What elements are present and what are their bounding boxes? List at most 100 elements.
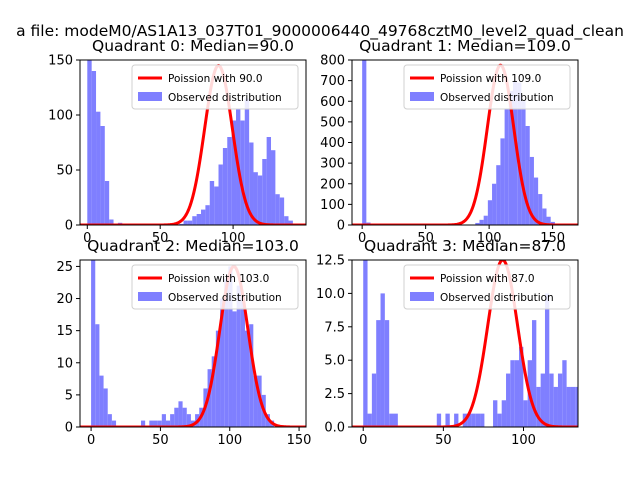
y-tick-label: 200 <box>320 177 345 192</box>
histogram-bar <box>211 356 216 427</box>
histogram-bar <box>517 82 522 225</box>
histogram-bar <box>87 60 92 225</box>
histogram-bar <box>227 137 232 225</box>
histogram-bar <box>475 222 480 225</box>
histogram-bar <box>384 320 390 427</box>
x-tick-label: 100 <box>217 433 242 448</box>
legend-observed-swatch <box>410 292 434 301</box>
subplot-title: Quadrant 0: Median=90.0 <box>92 37 294 55</box>
histogram-bar <box>253 172 258 225</box>
histogram-bar <box>103 388 108 427</box>
y-tick-label: 700 <box>320 74 345 89</box>
y-tick-label: 0 <box>65 219 73 234</box>
histogram-bar <box>496 165 501 225</box>
plot-content <box>80 260 306 427</box>
x-tick-label: 50 <box>417 231 434 246</box>
histogram-bar <box>253 375 258 427</box>
y-tick-label: 100 <box>48 109 73 124</box>
histogram-bar <box>99 375 104 427</box>
histogram-bar <box>521 101 526 225</box>
histogram-bar <box>111 420 117 427</box>
histogram-bar <box>523 400 528 427</box>
histogram-bar <box>240 120 245 225</box>
x-tick-label: 100 <box>477 231 502 246</box>
x-tick-label: 0 <box>358 231 366 246</box>
histogram-bar <box>393 413 398 427</box>
legend: Poission with 109.0 Observed distribution <box>403 64 571 110</box>
histogram-bar <box>436 413 442 427</box>
x-tick-label: 50 <box>152 231 169 246</box>
histogram-bar <box>232 311 237 427</box>
histogram-bar <box>209 181 215 225</box>
histogram-bar <box>367 413 372 427</box>
histogram-bar <box>362 60 367 225</box>
histogram-bar <box>149 420 154 427</box>
histogram-bar <box>100 126 105 225</box>
histogram-bar <box>179 223 184 225</box>
histogram-bar <box>236 285 241 427</box>
poisson-curve <box>352 260 578 427</box>
legend-observed-label: Observed distribution <box>440 92 554 104</box>
subplot-title: Quadrant 1: Median=109.0 <box>359 37 571 55</box>
y-tick-label: 5.0 <box>324 354 345 369</box>
x-tick-label: 50 <box>152 433 169 448</box>
histogram-bar <box>182 407 187 427</box>
legend-observed-label: Observed distribution <box>168 92 282 104</box>
histogram-bar <box>249 324 254 427</box>
histogram-bar <box>363 260 368 427</box>
y-tick-label: 0 <box>65 421 73 436</box>
y-tick-label: 7.5 <box>324 320 345 335</box>
histogram-bar <box>371 373 377 427</box>
y-tick-label: 800 <box>320 54 345 69</box>
y-tick-label: 2.5 <box>324 387 345 402</box>
histogram-bar <box>566 386 571 427</box>
histogram-bar <box>487 200 493 225</box>
histogram-bar <box>389 413 394 427</box>
histogram-bar <box>284 216 289 225</box>
legend-observed-swatch <box>410 92 434 101</box>
histogram-bar <box>493 400 498 427</box>
histogram-bar <box>531 320 537 427</box>
legend: Poission with 90.0 Observed distribution <box>131 64 299 110</box>
histogram-bar <box>215 330 221 427</box>
histogram-bar <box>512 80 518 225</box>
histogram-bar <box>540 373 545 427</box>
legend-observed-swatch <box>138 92 162 101</box>
legend-observed-swatch <box>138 292 162 301</box>
x-tick-label: 100 <box>511 433 536 448</box>
plot-content <box>352 260 588 427</box>
y-tick-label: 500 <box>320 115 345 130</box>
x-tick-label: 50 <box>435 433 452 448</box>
y-tick-label: 0.0 <box>324 421 345 436</box>
histogram-bar <box>529 156 534 225</box>
y-tick-label: 50 <box>56 164 73 179</box>
histogram-bar <box>525 126 530 225</box>
histogram-bar <box>479 219 484 225</box>
histogram-bar <box>222 148 228 225</box>
legend-poisson-label: Poission with 87.0 <box>440 273 535 285</box>
histogram-bar <box>514 360 520 427</box>
histogram-bar <box>107 414 112 427</box>
histogram-bar <box>542 208 547 225</box>
histogram-bar <box>580 414 584 427</box>
poisson-curve <box>80 264 306 427</box>
x-tick-label: 0 <box>359 433 367 448</box>
histogram-bar <box>257 175 263 225</box>
y-tick-label: 0 <box>337 219 345 234</box>
histogram-bar <box>510 360 515 427</box>
histogram-bar <box>584 400 588 427</box>
histogram-bar <box>497 413 502 427</box>
histogram-bar <box>174 407 179 427</box>
histogram-bar <box>544 293 550 427</box>
y-tick-label: 25 <box>56 260 73 275</box>
y-tick-label: 5 <box>65 388 73 403</box>
histogram-bar <box>96 111 101 225</box>
histogram-bar <box>207 369 212 427</box>
histogram-bar <box>504 109 509 225</box>
histogram-bar <box>279 197 285 225</box>
histogram-bar <box>454 413 459 427</box>
histogram-bar <box>538 194 543 225</box>
legend-poisson-label: Poission with 109.0 <box>440 73 541 85</box>
y-tick-label: 150 <box>48 54 73 69</box>
